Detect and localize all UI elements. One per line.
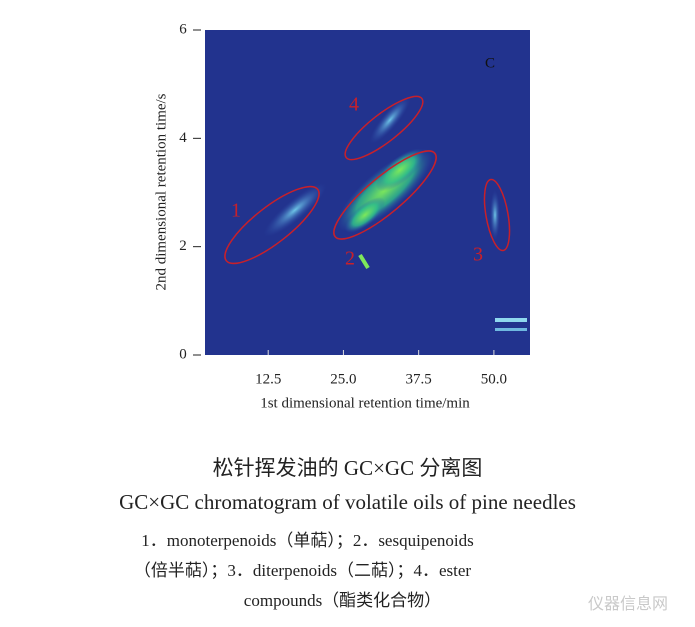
watermark: 仪器信息网 [588,594,669,613]
caption-title-en: GC×GC chromatogram of volatile oils of p… [119,490,576,514]
caption-title-cn: 松针挥发油的 GC×GC 分离图 [212,456,483,480]
region-label: 2 [345,248,355,270]
panel-label: C [485,55,495,71]
x-tick-label: 37.5 [406,371,432,387]
x-tick-label: 50.0 [481,371,507,387]
y-axis-label: 2nd dimensional retention time/s [153,93,169,290]
y-tick-label: 2 [179,238,187,254]
y-tick-label: 6 [179,21,187,37]
region-label: 1 [231,200,241,222]
chromatogram: 1st dimensional retention time/min 2nd d… [153,21,530,411]
y-tick-label: 4 [179,130,187,146]
x-tick-label: 25.0 [330,371,356,387]
region-outlines [224,95,511,265]
y-tick-label: 0 [179,346,187,362]
caption-line: （倍半萜）；3．diterpenoids（二萜）；4．ester [133,561,472,580]
x-tick-label: 12.5 [255,371,281,387]
region-label: 4 [349,94,359,116]
spots [263,96,527,331]
region-label: 3 [473,244,483,266]
caption-line: 1．monoterpenoids（单萜）；2．sesquipenoids [141,531,474,550]
caption-line: compounds（酯类化合物） [243,591,442,610]
x-axis-label: 1st dimensional retention time/min [260,395,470,411]
